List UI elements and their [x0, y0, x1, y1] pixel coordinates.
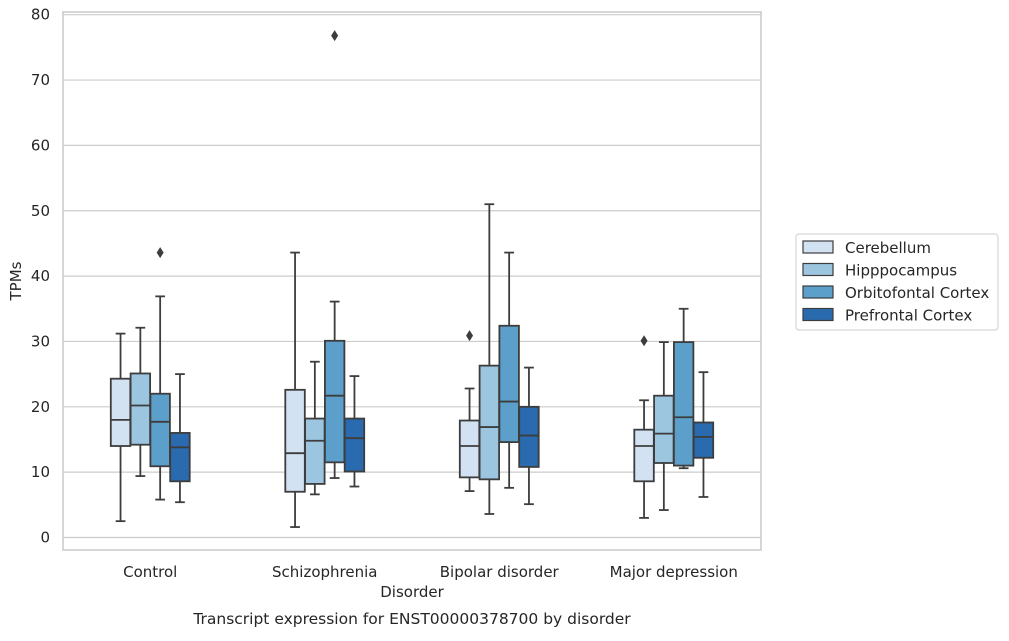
outlier-point — [331, 30, 339, 42]
y-tick-label: 20 — [31, 398, 50, 416]
box-orbitofontal-cortex — [323, 30, 346, 479]
box-prefrontal-cortex — [518, 366, 540, 506]
box-orbitofontal-cortex — [498, 251, 520, 489]
legend-frame — [795, 233, 999, 331]
box-iqr — [284, 388, 306, 493]
box-iqr — [109, 377, 132, 447]
box-cerebellum — [458, 330, 481, 493]
box-hipppocampus — [304, 360, 326, 496]
legend-label: Cerebellum — [845, 239, 931, 257]
x-tick-label: Major depression — [610, 563, 738, 581]
y-tick-label: 80 — [31, 6, 50, 24]
legend: Cerebellum Hipppocampus Orbitofontal Corte… — [795, 233, 999, 331]
box-iqr — [323, 339, 346, 464]
legend-swatch — [802, 240, 834, 254]
box-cerebellum — [109, 332, 132, 523]
y-tick-label: 10 — [31, 463, 50, 481]
box-iqr — [129, 372, 152, 446]
box-hipppocampus — [653, 341, 675, 511]
outlier-point — [156, 247, 164, 259]
box-iqr — [692, 421, 715, 459]
box-iqr — [343, 417, 366, 473]
box-orbitofontal-cortex — [673, 307, 695, 470]
y-tick-label: 40 — [31, 267, 50, 285]
y-tick-label: 70 — [31, 71, 50, 89]
x-tick-label: Schizophrenia — [272, 563, 377, 581]
plot-frame — [62, 11, 762, 551]
legend-label: Hipppocampus — [845, 262, 957, 280]
box-iqr — [458, 419, 481, 479]
legend-swatch — [802, 262, 834, 277]
box-iqr — [478, 364, 501, 481]
box-iqr — [673, 341, 695, 467]
boxes-layer — [109, 30, 715, 528]
box-hipppocampus — [478, 203, 501, 515]
box-iqr — [169, 432, 191, 483]
y-tick-label: 60 — [31, 136, 50, 154]
outlier-point — [466, 330, 474, 342]
box-iqr — [633, 428, 655, 483]
outlier-point — [640, 335, 648, 347]
box-prefrontal-cortex — [169, 373, 191, 504]
x-tick-label: Bipolar disorder — [440, 563, 560, 581]
box-hipppocampus — [129, 326, 152, 477]
box-iqr — [653, 394, 675, 464]
y-tick-label: 0 — [40, 529, 50, 547]
y-tick-label: 50 — [31, 202, 50, 220]
legend-swatch — [802, 285, 834, 299]
box-cerebellum — [633, 335, 655, 519]
y-tick-labels: 0 10 20 30 40 50 60 70 80 — [31, 6, 50, 547]
y-tick-label: 30 — [31, 332, 50, 350]
box-cerebellum — [284, 251, 306, 528]
box-orbitofontal-cortex — [149, 247, 171, 501]
box-iqr — [149, 392, 171, 468]
legend-swatch — [802, 307, 834, 322]
box-iqr — [498, 324, 520, 443]
y-axis-label: TPMs — [7, 261, 25, 301]
box-iqr — [518, 405, 540, 468]
x-tick-label: Control — [123, 563, 177, 581]
box-prefrontal-cortex — [343, 375, 366, 488]
legend-label: Prefrontal Cortex — [845, 307, 972, 325]
box-iqr — [304, 417, 326, 485]
chart-caption: Transcript expression for ENST0000037870… — [192, 610, 631, 628]
x-tick-labels: Control Schizophrenia Bipolar disorder Majo… — [123, 563, 738, 581]
box-prefrontal-cortex — [692, 371, 715, 498]
x-axis-label: Disorder — [380, 583, 444, 601]
legend-label: Orbitofontal Cortex — [845, 284, 989, 302]
